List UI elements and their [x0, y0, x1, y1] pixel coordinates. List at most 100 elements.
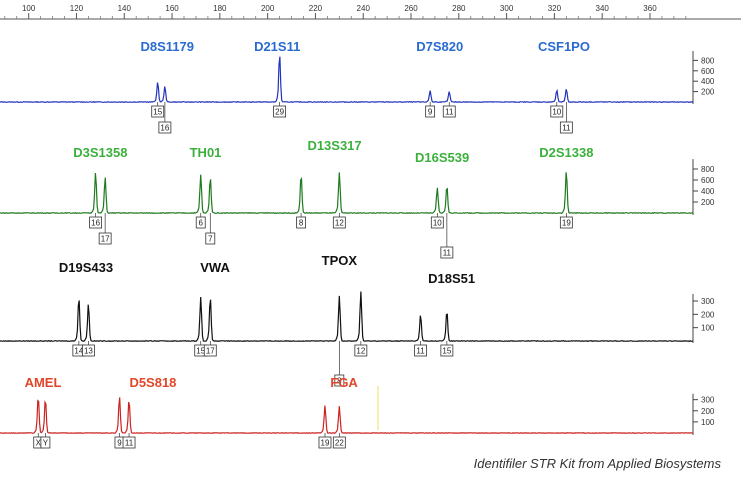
x-tick-label: 340	[596, 4, 610, 13]
allele-label: 7	[208, 235, 213, 244]
signal-trace	[0, 291, 694, 343]
locus-label: D13S317	[307, 138, 361, 153]
allele-box	[425, 105, 436, 118]
allele-label: 9	[117, 439, 122, 448]
y-tick-label: 800	[701, 56, 715, 65]
y-tick-label: 400	[701, 187, 715, 196]
allele-label: 12	[335, 219, 344, 228]
x-tick-label: 300	[500, 4, 514, 13]
allele-box	[334, 374, 345, 387]
allele-label: 22	[335, 439, 344, 448]
allele-label: 6	[199, 219, 204, 228]
allele-label: 16	[160, 124, 169, 133]
allele-box	[440, 246, 454, 259]
allele-label: 12	[356, 347, 365, 356]
allele-label: 19	[321, 439, 330, 448]
locus-label: D2S1338	[539, 145, 593, 160]
x-tick-label: 240	[357, 4, 371, 13]
allele-box	[195, 216, 206, 229]
allele-label: 10	[433, 219, 442, 228]
allele-label: Y	[43, 439, 49, 448]
signal-trace	[0, 397, 693, 434]
locus-label: CSF1PO	[538, 39, 590, 54]
allele-label: 15	[196, 347, 205, 356]
allele-box	[442, 105, 456, 118]
x-tick-label: 180	[213, 4, 227, 13]
signal-trace	[0, 56, 694, 104]
allele-box	[296, 216, 306, 229]
locus-label: FGA	[330, 375, 358, 390]
x-tick-label: 200	[261, 4, 275, 13]
allele-label: 13	[84, 347, 93, 356]
allele-box	[559, 121, 573, 134]
y-tick-label: 400	[701, 77, 715, 86]
y-tick-label: 200	[701, 310, 715, 319]
allele-label: X	[36, 439, 42, 448]
y-tick-label: 200	[701, 88, 715, 97]
allele-label: 11	[416, 347, 425, 356]
size-axis: 100 120 140 160 180 200 220 240 260 280 300 320 340 3…	[0, 4, 741, 20]
allele-box	[414, 344, 427, 357]
allele-box	[82, 344, 95, 357]
locus-label: D18S51	[428, 271, 475, 286]
allele-box	[318, 436, 332, 449]
locus-label: TH01	[190, 145, 222, 160]
locus-label: D19S433	[59, 260, 113, 275]
x-tick-label: 220	[309, 4, 323, 13]
y-tick-label: 200	[701, 407, 715, 416]
allele-box	[332, 216, 346, 229]
y-tick-label: 100	[701, 324, 715, 333]
dye-panel: 200 400 600 800 D3S1358 TH01 D13S317 D16S539 D2S…	[0, 138, 715, 259]
allele-label: 17	[101, 235, 110, 244]
allele-box	[40, 436, 51, 449]
allele-label: 11	[125, 439, 134, 448]
allele-box	[354, 344, 368, 357]
allele-box	[98, 232, 112, 245]
dye-panel: 100 200 300 AMEL D5S818 FGA X Y 9 11 19 22	[0, 375, 715, 449]
x-tick-label: 360	[643, 4, 657, 13]
signal-trace	[0, 172, 694, 215]
x-tick-label: 140	[118, 4, 132, 13]
x-tick-label: 100	[22, 4, 36, 13]
allele-box	[332, 436, 346, 449]
allele-label: 10	[552, 108, 561, 117]
x-tick-label: 120	[70, 4, 84, 13]
allele-label: 19	[562, 219, 571, 228]
x-tick-label: 280	[452, 4, 466, 13]
allele-label: 8	[299, 219, 304, 228]
allele-label: 17	[206, 347, 215, 356]
y-tick-label: 100	[701, 418, 715, 427]
allele-label: 9	[428, 108, 433, 117]
allele-box	[430, 216, 444, 229]
allele-label: 16	[91, 219, 100, 228]
y-tick-label: 300	[701, 396, 715, 405]
allele-box	[89, 216, 102, 229]
y-tick-label: 800	[701, 165, 715, 174]
allele-box	[273, 105, 286, 118]
figure-caption: Identifiler STR Kit from Applied Biosyst…	[473, 456, 721, 471]
y-tick-label: 600	[701, 67, 715, 76]
x-tick-label: 320	[548, 4, 562, 13]
allele-box	[550, 105, 564, 118]
allele-box	[440, 344, 454, 357]
allele-label: 11	[562, 124, 571, 133]
locus-label: D5S818	[129, 375, 176, 390]
x-tick-label: 160	[165, 4, 179, 13]
allele-label: 14	[74, 347, 83, 356]
allele-box	[203, 344, 217, 357]
x-tick-label: 260	[404, 4, 418, 13]
allele-label: 15	[442, 347, 451, 356]
allele-label: 29	[275, 108, 284, 117]
allele-box	[158, 121, 172, 134]
locus-label: D8S1179	[141, 39, 195, 54]
allele-box	[151, 105, 165, 118]
locus-label: TPOX	[322, 253, 358, 268]
locus-label: D16S539	[415, 150, 469, 165]
allele-label: 15	[153, 108, 162, 117]
allele-box	[122, 436, 136, 449]
allele-box	[559, 216, 573, 229]
